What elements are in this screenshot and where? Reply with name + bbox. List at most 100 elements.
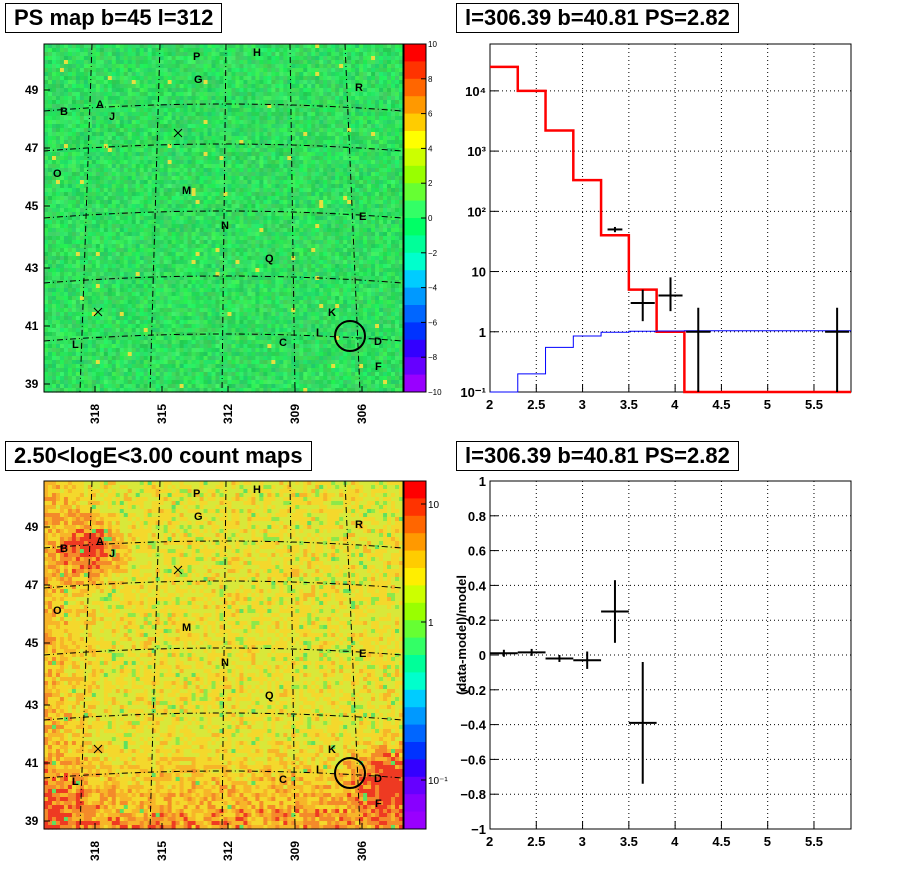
source-label: P bbox=[193, 51, 200, 63]
y-tick-label: 1 bbox=[479, 474, 486, 489]
palette-label: 6 bbox=[428, 110, 433, 119]
palette-frame bbox=[403, 480, 427, 830]
x-tick-label: 3.5 bbox=[620, 397, 638, 412]
y-tick-label: −0.4 bbox=[460, 718, 486, 733]
map-ylabel: 41 bbox=[25, 319, 39, 333]
y-tick-label: −0.8 bbox=[460, 787, 486, 802]
longitude-line bbox=[289, 480, 296, 830]
y-tick-label: 10 bbox=[472, 265, 486, 280]
source-label: K bbox=[328, 307, 336, 319]
model-series-line bbox=[490, 65, 851, 394]
count-map-title: 2.50<logE<3.00 count maps bbox=[5, 441, 312, 471]
source-label: A bbox=[96, 99, 104, 111]
count-map-panel: 49 47 45 43 41 39 318 315 312 309 306 P H G R B A J O M N E Q K… bbox=[0, 437, 449, 875]
source-label: L bbox=[72, 339, 79, 351]
residual-point bbox=[601, 580, 629, 643]
psf-circle bbox=[334, 320, 366, 352]
ps-map-panel: 49 47 45 43 41 39 318 315 312 309 306 P H G R B A J O M N E Q K… bbox=[0, 0, 449, 437]
longitude-line bbox=[149, 43, 161, 393]
map-ylabel: 43 bbox=[25, 698, 39, 712]
source-label: B bbox=[60, 106, 68, 118]
map-ylabel: 39 bbox=[25, 377, 39, 391]
palette-label: −6 bbox=[428, 318, 438, 327]
palette-label: 10⁻¹ bbox=[428, 776, 448, 787]
y-tick-label: 0.2 bbox=[468, 613, 486, 628]
source-label: J bbox=[109, 548, 115, 560]
count-map-plot: 49 47 45 43 41 39 318 315 312 309 306 P H G R B AJ O M N E Q K… bbox=[25, 480, 448, 861]
longitude-line bbox=[79, 43, 93, 393]
spectrum-grid bbox=[489, 44, 851, 392]
x-marker bbox=[173, 565, 183, 575]
y-tick-label: 10² bbox=[467, 204, 486, 219]
map-xlabel: 309 bbox=[288, 841, 302, 861]
map-graticule bbox=[43, 480, 404, 830]
residual-point bbox=[545, 655, 574, 662]
source-label: A bbox=[96, 536, 104, 548]
color-palette bbox=[404, 481, 426, 830]
map-graticule bbox=[43, 43, 404, 393]
y-tick-label: 10⁻¹ bbox=[460, 385, 486, 400]
spectrum-panel: 2 2.5 3 3.5 4 4.5 5 5.5 10⁴ 10³ 10² 10 1 10⁻¹ l=306.3… bbox=[449, 0, 898, 437]
x-tick-label: 5 bbox=[764, 397, 771, 412]
data-point bbox=[658, 277, 683, 312]
palette-label: 4 bbox=[428, 144, 433, 153]
map-ylabel: 49 bbox=[25, 83, 39, 97]
latitude-line bbox=[43, 333, 404, 342]
x-tick-label: 2.5 bbox=[527, 397, 545, 412]
palette-label: 0 bbox=[428, 214, 433, 223]
latitude-line bbox=[43, 647, 404, 656]
map-ylabel: 47 bbox=[25, 141, 39, 155]
source-label: K bbox=[328, 744, 336, 756]
map-xlabel: 312 bbox=[221, 404, 235, 424]
palette-label: −2 bbox=[428, 249, 438, 258]
x-tick-label: 2 bbox=[486, 397, 493, 412]
map-frame bbox=[43, 43, 404, 393]
source-label: M bbox=[182, 622, 191, 634]
map-xlabel: 315 bbox=[155, 404, 169, 424]
latitude-line bbox=[43, 103, 404, 112]
data-point bbox=[607, 226, 623, 233]
source-label: C bbox=[279, 774, 287, 786]
source-label: R bbox=[355, 82, 363, 94]
latitude-line bbox=[43, 210, 404, 219]
y-tick-label: 0.4 bbox=[468, 578, 487, 593]
map-ylabel: 45 bbox=[25, 636, 39, 650]
x-marker bbox=[93, 307, 103, 317]
x-tick-label: 4.5 bbox=[712, 834, 730, 849]
palette-label: 8 bbox=[428, 75, 433, 84]
spectrum-plot: 2 2.5 3 3.5 4 4.5 5 5.5 10⁴ 10³ 10² 10 1 10⁻¹ bbox=[460, 43, 852, 412]
source-label: I bbox=[316, 764, 319, 776]
longitude-line bbox=[221, 480, 227, 830]
residual-panel: 2 2.5 3 3.5 4 4.5 5 5.5 1 0.8 0.6 0.4 0.2 0 −0.2 −0.4 −0… bbox=[449, 437, 898, 875]
source-label: I bbox=[316, 327, 319, 339]
x-marker bbox=[93, 744, 103, 754]
longitude-line bbox=[221, 43, 227, 393]
palette-label: 2 bbox=[428, 179, 433, 188]
longitude-line bbox=[344, 43, 361, 393]
map-xlabel: 309 bbox=[288, 404, 302, 424]
ps-map-title: PS map b=45 l=312 bbox=[5, 3, 223, 33]
y-axis-label: (data-model)/model bbox=[454, 575, 469, 695]
source-label: H bbox=[253, 47, 261, 59]
source-label: Q bbox=[265, 253, 274, 265]
y-tick-label: −0.6 bbox=[460, 752, 486, 767]
source-label: Q bbox=[265, 690, 274, 702]
y-tick-label: 10⁴ bbox=[465, 84, 486, 99]
residual-grid bbox=[489, 480, 851, 830]
latitude-line bbox=[43, 770, 404, 779]
psf-circle bbox=[334, 757, 366, 789]
palette-label: 10 bbox=[428, 40, 437, 49]
x-tick-label: 2.5 bbox=[527, 834, 545, 849]
x-marker bbox=[173, 128, 183, 138]
latitude-line bbox=[43, 540, 404, 549]
source-label: G bbox=[194, 511, 203, 523]
palette-label: 1 bbox=[428, 618, 434, 629]
residual-point bbox=[490, 649, 518, 657]
y-tick-label: 10³ bbox=[467, 144, 486, 159]
source-label: F bbox=[375, 361, 382, 373]
spectrum-title: l=306.39 b=40.81 PS=2.82 bbox=[456, 3, 739, 33]
background-series-line bbox=[490, 330, 851, 393]
x-tick-label: 5.5 bbox=[805, 834, 823, 849]
map-xlabel: 318 bbox=[88, 841, 102, 861]
x-tick-label: 3 bbox=[579, 834, 586, 849]
